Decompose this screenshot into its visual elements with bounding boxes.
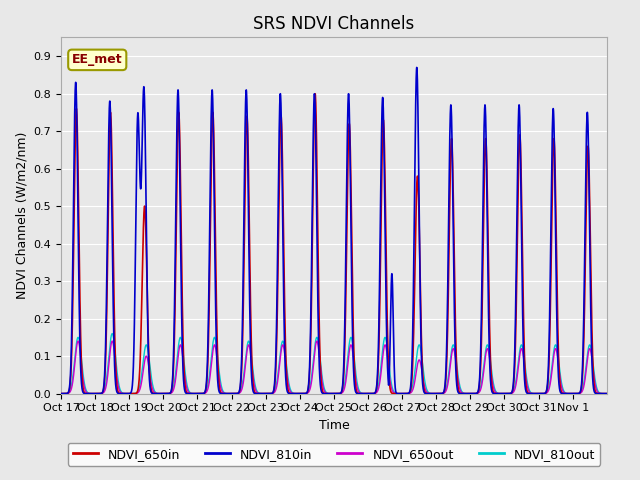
Title: SRS NDVI Channels: SRS NDVI Channels — [253, 15, 415, 33]
X-axis label: Time: Time — [319, 419, 349, 432]
Text: EE_met: EE_met — [72, 53, 123, 66]
Y-axis label: NDVI Channels (W/m2/nm): NDVI Channels (W/m2/nm) — [15, 132, 28, 299]
Legend: NDVI_650in, NDVI_810in, NDVI_650out, NDVI_810out: NDVI_650in, NDVI_810in, NDVI_650out, NDV… — [68, 443, 600, 466]
